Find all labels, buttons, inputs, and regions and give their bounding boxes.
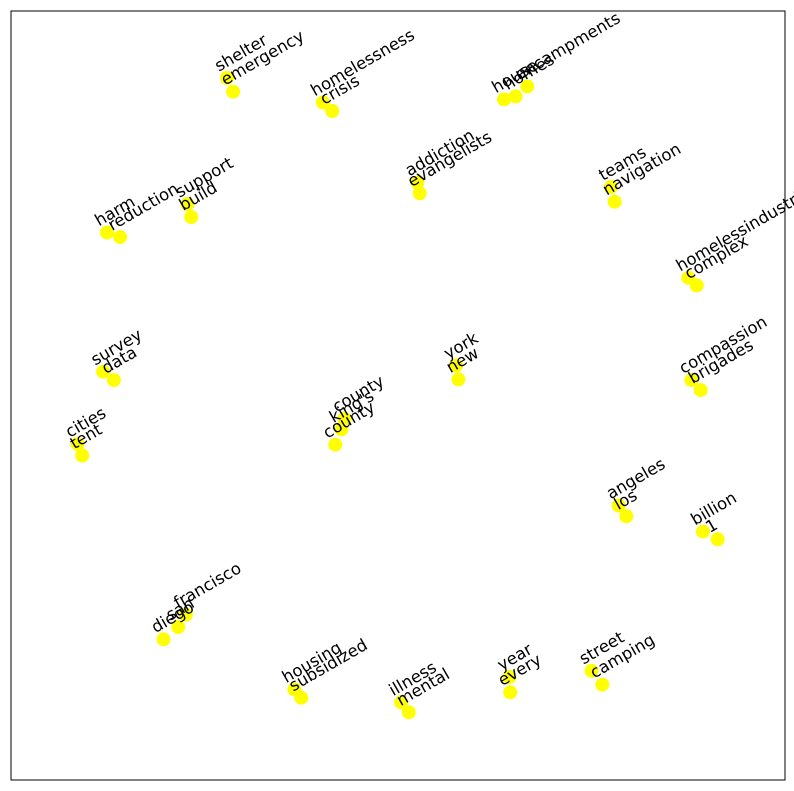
scatter-point: [503, 685, 518, 700]
scatter-point: [294, 690, 309, 705]
scatter-point: [595, 677, 610, 692]
scatter-point: [410, 175, 425, 190]
scatter-point: [449, 358, 463, 373]
scatter-point: [315, 95, 330, 110]
scatter-point: [451, 372, 466, 387]
scatter-point: [693, 383, 708, 398]
scatter-point: [337, 411, 352, 426]
scatter-point: [184, 210, 199, 225]
scatter-point: [689, 278, 704, 293]
scatter-point: [325, 104, 340, 118]
scatter-point: [611, 498, 626, 513]
scatter-point: [156, 632, 171, 647]
scatter-point: [328, 437, 343, 452]
scatter-point: [171, 620, 186, 634]
scatter-point: [100, 225, 114, 240]
scatter-point: [603, 180, 618, 195]
scatter-point: [106, 373, 121, 388]
scatter-point: [584, 663, 599, 678]
scatter-point: [226, 84, 241, 99]
scatter-points-layer: [70, 70, 725, 720]
scatter-point: [178, 607, 193, 622]
scatter-point: [497, 92, 511, 107]
scatter-point: [619, 509, 634, 524]
scatter-point: [684, 373, 699, 388]
scatter-point: [412, 186, 427, 201]
scatter-point: [334, 422, 349, 437]
scatter-point: [607, 194, 622, 209]
scatter-point: [502, 670, 517, 684]
scatter-point: [401, 705, 416, 720]
scatter-point: [520, 79, 535, 94]
scatter-point: [180, 197, 195, 211]
scatter-point: [113, 230, 128, 245]
scatter-point: [96, 364, 111, 379]
scatter-point: [394, 695, 409, 710]
scatter-point: [710, 532, 725, 547]
scatter-point: [70, 436, 85, 451]
scatter-point: [508, 89, 523, 104]
scatter-point: [219, 70, 234, 85]
plot-frame: [10, 10, 786, 781]
scatter-point: [696, 524, 710, 539]
scatter-point: [75, 448, 90, 463]
